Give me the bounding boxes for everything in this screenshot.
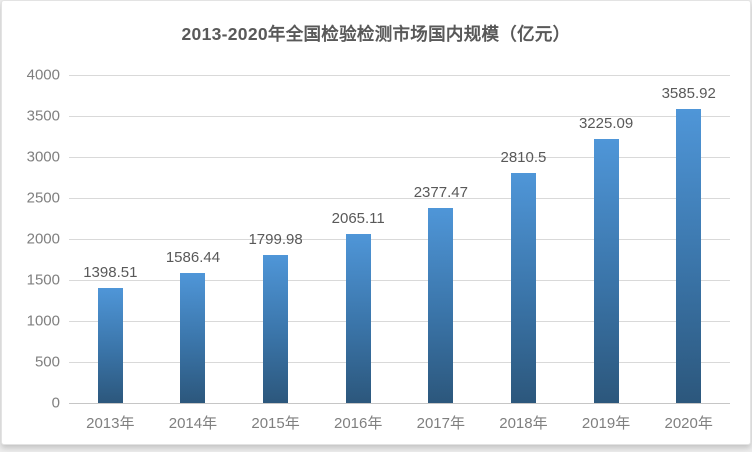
bar <box>510 172 536 403</box>
y-axis-tick-label: 500 <box>34 353 60 371</box>
x-axis-tick-label: 2019年 <box>581 415 631 432</box>
gridline <box>69 239 730 240</box>
gridline <box>69 403 730 404</box>
bar-value-label: 1398.51 <box>83 264 138 282</box>
chart-title: 2013-2020年全国检验检测市场国内规模（亿元） <box>181 24 571 44</box>
gridline <box>69 75 730 76</box>
bar-value-label: 2065.11 <box>331 209 385 227</box>
bar <box>428 208 454 403</box>
x-axis-tick-label: 2013年 <box>86 415 135 432</box>
x-axis-tick-label: 2017年 <box>416 415 465 432</box>
x-axis-tick-label: 2020年 <box>664 415 713 432</box>
y-axis-tick-label: 3000 <box>26 148 60 166</box>
gridline <box>69 280 730 281</box>
bar-value-label: 2810.5 <box>500 148 547 166</box>
bar <box>345 233 371 403</box>
gridline <box>69 362 730 363</box>
bar <box>263 255 289 403</box>
bar <box>180 272 206 403</box>
bar-value-label: 3225.09 <box>578 114 634 132</box>
y-axis-tick-label: 1500 <box>26 271 60 289</box>
bar-value-label: 3585.92 <box>661 84 716 102</box>
x-axis-tick-label: 2018年 <box>499 415 548 432</box>
y-axis-tick-label: 2500 <box>26 189 60 207</box>
y-axis-tick-label: 4000 <box>26 66 60 84</box>
bar <box>593 138 619 403</box>
gridline <box>69 157 730 158</box>
y-axis-tick-label: 3500 <box>26 107 60 125</box>
gridline <box>69 198 730 199</box>
x-axis-tick-label: 2016年 <box>334 415 383 432</box>
bar-value-label: 1586.44 <box>165 248 221 266</box>
bar <box>97 288 123 403</box>
x-axis-tick-label: 2015年 <box>251 415 300 432</box>
x-axis-tick-label: 2014年 <box>168 415 218 432</box>
y-axis-tick-label: 1000 <box>26 312 60 330</box>
bar-value-label: 2377.47 <box>413 184 468 202</box>
gridline <box>69 116 730 117</box>
bar-value-label: 1799.98 <box>248 231 303 249</box>
gridline <box>69 321 730 322</box>
bar <box>676 108 702 403</box>
y-axis-tick-label: 0 <box>51 394 60 412</box>
y-axis-tick-label: 2000 <box>26 230 60 248</box>
